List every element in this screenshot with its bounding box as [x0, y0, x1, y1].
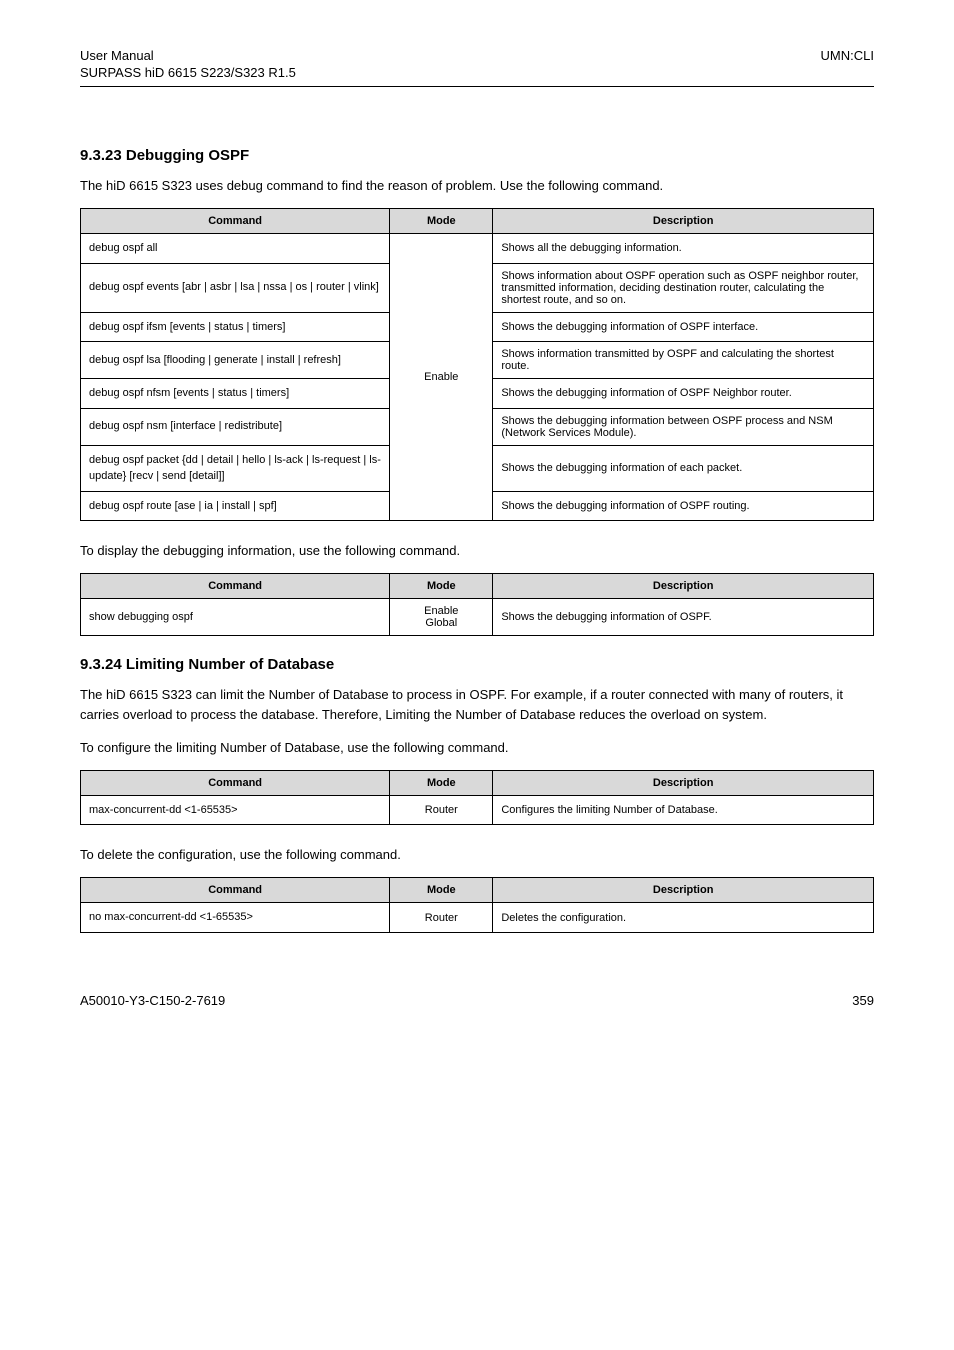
header-rule	[80, 86, 874, 87]
db-para1: The hiD 6615 S323 can limit the Number o…	[80, 685, 874, 725]
header-right: UMN:CLI	[821, 48, 874, 63]
table-header-row: Command Mode Description	[81, 878, 874, 903]
col-command: Command	[81, 878, 390, 903]
table-header-row: Command Mode Description	[81, 574, 874, 599]
table-header-row: Command Mode Description	[81, 770, 874, 795]
desc-cell: Shows the debugging information of OSPF …	[493, 312, 874, 342]
debug-display-para: To display the debugging information, us…	[80, 541, 874, 561]
mode-cell: Router	[390, 795, 493, 825]
desc-cell: Shows information transmitted by OSPF an…	[493, 342, 874, 379]
cmd-cell: debug ospf packet {dd | detail | hello |…	[81, 445, 390, 491]
col-mode: Mode	[390, 209, 493, 234]
cmd-cell: max-concurrent-dd <1-65535>	[81, 795, 390, 825]
mode-cell: Enable	[390, 234, 493, 521]
col-description: Description	[493, 574, 874, 599]
desc-cell: Configures the limiting Number of Databa…	[493, 795, 874, 825]
debug-commands-table: Command Mode Description debug ospf all …	[80, 208, 874, 521]
col-command: Command	[81, 574, 390, 599]
show-debug-table: Command Mode Description show debugging …	[80, 573, 874, 636]
desc-cell: Shows the debugging information of each …	[493, 445, 874, 491]
cmd-cell: debug ospf ifsm [events | status | timer…	[81, 312, 390, 342]
table-row: show debugging ospf Enable Global Shows …	[81, 599, 874, 636]
footer-right: 359	[852, 993, 874, 1008]
db-para3: To delete the configuration, use the fol…	[80, 845, 874, 865]
section-heading-db: 9.3.24 Limiting Number of Database	[80, 656, 874, 673]
cmd-cell: debug ospf nfsm [events | status | timer…	[81, 379, 390, 409]
mode-cell: Router	[390, 903, 493, 933]
debug-intro-para: The hiD 6615 S323 uses debug command to …	[80, 176, 874, 196]
desc-cell: Deletes the configuration.	[493, 903, 874, 933]
col-description: Description	[493, 770, 874, 795]
cmd-cell: show debugging ospf	[81, 599, 390, 636]
mode-line: Global	[425, 617, 457, 629]
cmd-cell: no max-concurrent-dd <1-65535>	[81, 903, 390, 933]
table-row: debug ospf all Enable Shows all the debu…	[81, 234, 874, 264]
section-heading-debug: 9.3.23 Debugging OSPF	[80, 147, 874, 164]
table-row: max-concurrent-dd <1-65535> Router Confi…	[81, 795, 874, 825]
desc-cell: Shows the debugging information of OSPF …	[493, 491, 874, 521]
cmd-cell: debug ospf route [ase | ia | install | s…	[81, 491, 390, 521]
max-dd-table: Command Mode Description max-concurrent-…	[80, 770, 874, 826]
col-command: Command	[81, 209, 390, 234]
cmd-cell: debug ospf nsm [interface | redistribute…	[81, 408, 390, 445]
mode-cell: Enable Global	[390, 599, 493, 636]
no-max-dd-table: Command Mode Description no max-concurre…	[80, 877, 874, 933]
cmd-cell: debug ospf lsa [flooding | generate | in…	[81, 342, 390, 379]
table-row: no max-concurrent-dd <1-65535> Router De…	[81, 903, 874, 933]
desc-cell: Shows the debugging information between …	[493, 408, 874, 445]
col-description: Description	[493, 878, 874, 903]
header-left: User Manual	[80, 48, 154, 63]
page-footer: A50010-Y3-C150-2-7619 359	[80, 993, 874, 1008]
desc-cell: Shows the debugging information of OSPF …	[493, 379, 874, 409]
db-para2: To configure the limiting Number of Data…	[80, 738, 874, 758]
col-mode: Mode	[390, 770, 493, 795]
col-command: Command	[81, 770, 390, 795]
cmd-cell: debug ospf all	[81, 234, 390, 264]
mode-line: Enable	[424, 605, 458, 617]
desc-cell: Shows the debugging information of OSPF.	[493, 599, 874, 636]
col-mode: Mode	[390, 574, 493, 599]
header-sub: SURPASS hiD 6615 S223/S323 R1.5	[80, 65, 874, 80]
desc-cell: Shows information about OSPF operation s…	[493, 263, 874, 312]
cmd-cell: debug ospf events [abr | asbr | lsa | ns…	[81, 263, 390, 312]
footer-left: A50010-Y3-C150-2-7619	[80, 993, 225, 1008]
col-mode: Mode	[390, 878, 493, 903]
col-description: Description	[493, 209, 874, 234]
table-header-row: Command Mode Description	[81, 209, 874, 234]
desc-cell: Shows all the debugging information.	[493, 234, 874, 264]
